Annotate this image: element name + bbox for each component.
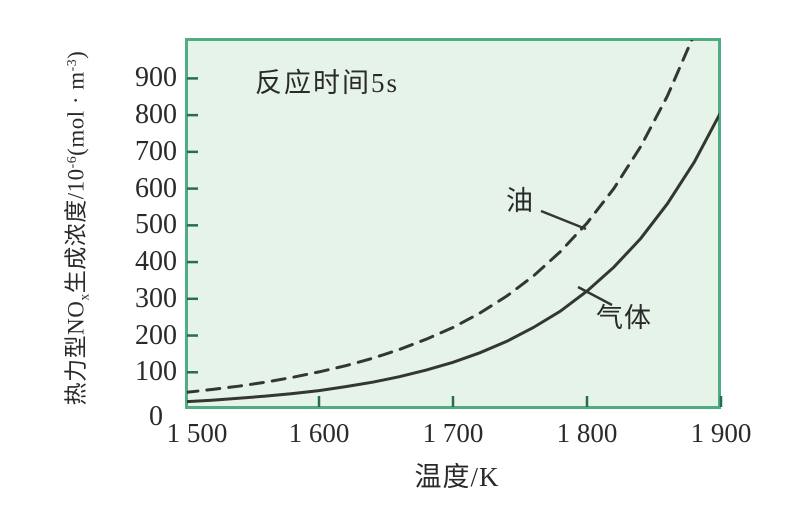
x-tick-label: 1 900 xyxy=(690,418,752,448)
oil-curve xyxy=(187,40,694,394)
x-tick-label: 1 800 xyxy=(556,418,618,448)
y-tick-label: 600 xyxy=(135,172,177,204)
x-axis-title: 温度/K xyxy=(414,462,500,492)
gas-curve-label: 气体 xyxy=(596,303,652,333)
x-tick-label: 1 600 xyxy=(288,418,350,448)
y-axis-title-text3: (mol · m xyxy=(63,71,89,156)
y-tick-label: 400 xyxy=(135,246,177,278)
y-tick-label: 300 xyxy=(135,282,177,314)
y-tick-label: 200 xyxy=(135,319,177,351)
y-tick-label: 100 xyxy=(135,356,177,388)
y-axis-title-text: 热力型NO xyxy=(63,300,89,406)
y-tick-label: 700 xyxy=(135,135,177,167)
x-tick-label: 1 500 xyxy=(166,418,228,448)
gas-curve xyxy=(187,112,719,404)
oil-curve-label: 油 xyxy=(506,186,534,216)
y-axis-title-text4: ) xyxy=(63,50,89,59)
plot-frame xyxy=(185,38,721,409)
oil-leader-line xyxy=(540,209,587,231)
y-tick-label: 500 xyxy=(135,209,177,241)
reaction-time-annotation: 反应时间5s xyxy=(255,68,400,98)
y-axis-title-text2: 生成浓度/10 xyxy=(63,168,89,294)
y-tick-label: 800 xyxy=(135,99,177,131)
y-axis-title-superscript2: -3 xyxy=(64,58,79,72)
y-axis-title-superscript1: -6 xyxy=(64,155,79,169)
gas-leader-line xyxy=(577,285,613,307)
x-tick-label: 1 700 xyxy=(422,418,484,448)
y-tick-label: 900 xyxy=(135,62,177,94)
y-tick-label: 0 xyxy=(149,401,163,432)
